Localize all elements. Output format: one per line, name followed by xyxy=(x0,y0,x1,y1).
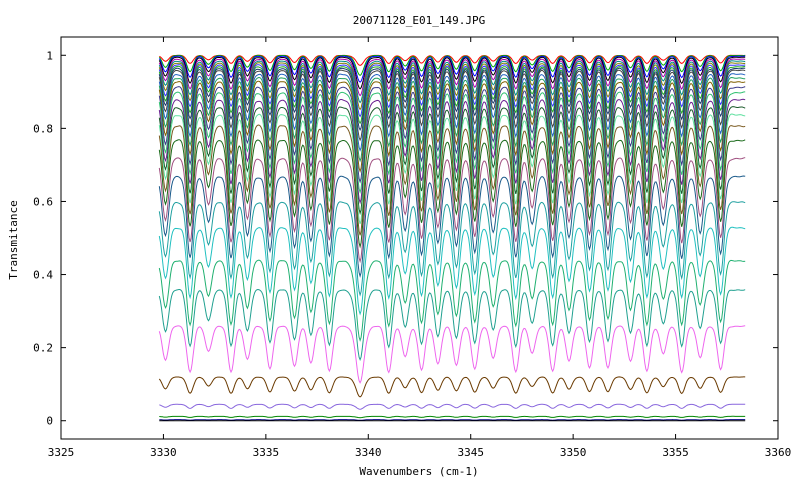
y-tick-label: 0.6 xyxy=(33,195,53,208)
series-line xyxy=(158,259,746,342)
series-line xyxy=(158,73,746,152)
series-line xyxy=(158,86,746,184)
series-line xyxy=(158,139,746,249)
series-line xyxy=(158,157,746,264)
series-line xyxy=(158,60,746,104)
y-tick-label: 0 xyxy=(46,415,53,428)
plot-frame xyxy=(60,36,779,440)
series-line xyxy=(158,62,746,111)
series-line xyxy=(158,325,746,384)
series-line xyxy=(159,403,746,410)
y-tick-label: 0.2 xyxy=(33,342,53,355)
y-tick-label: 0.8 xyxy=(33,122,53,135)
series-line xyxy=(158,76,746,163)
y-tick-label: 1 xyxy=(46,49,53,62)
y-axis: 0 0.2 0.4 0.6 0.8 1 xyxy=(33,49,778,428)
series-line xyxy=(158,288,746,361)
series-line xyxy=(159,419,746,421)
series-line xyxy=(159,415,746,419)
series-line xyxy=(158,58,746,97)
series-line xyxy=(158,65,746,125)
series-line xyxy=(158,54,746,77)
x-tick-label: 3355 xyxy=(662,446,689,459)
series-line xyxy=(158,124,746,236)
series-line xyxy=(158,376,746,398)
series-line xyxy=(158,113,746,225)
series-line xyxy=(158,55,746,83)
chart-title: 20071128_E01_149.JPG xyxy=(353,14,485,27)
series-line xyxy=(158,175,746,278)
x-tick-label: 3360 xyxy=(765,446,792,459)
series-line xyxy=(158,64,746,118)
x-axis-label: Wavenumbers (cm-1) xyxy=(359,465,478,478)
series-line xyxy=(158,67,746,132)
series-line xyxy=(158,106,746,216)
x-tick-label: 3335 xyxy=(253,446,280,459)
series-line xyxy=(158,91,746,194)
x-axis: 3325 3330 3335 3340 3345 3350 3355 3360 xyxy=(48,37,792,459)
x-tick-label: 3325 xyxy=(48,446,75,459)
series-line xyxy=(158,80,746,173)
series-layer xyxy=(158,54,746,422)
x-tick-label: 3330 xyxy=(150,446,177,459)
series-line xyxy=(158,201,746,297)
x-tick-label: 3340 xyxy=(355,446,382,459)
series-line xyxy=(158,226,746,316)
y-axis-label: Transmitance xyxy=(7,200,20,279)
series-line xyxy=(158,69,746,142)
x-tick-label: 3345 xyxy=(457,446,484,459)
x-tick-label: 3350 xyxy=(560,446,587,459)
series-line xyxy=(158,56,746,90)
series-line xyxy=(158,98,746,205)
y-tick-label: 0.4 xyxy=(33,269,53,282)
